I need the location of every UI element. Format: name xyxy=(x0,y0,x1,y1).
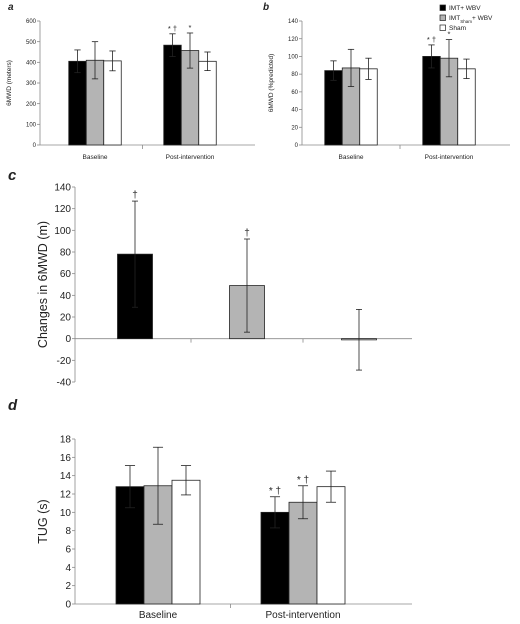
d-x-tick-label-1: Post-intervention xyxy=(265,610,340,621)
panel-a-chart: 0 100 200 300 400 500 600 6MWD (meters) Baseline… xyxy=(6,19,255,161)
b-bar-s0-c0 xyxy=(324,70,343,146)
b-significance-label-s0-c1: * † xyxy=(427,35,436,44)
d-y-axis-title: TUG (s) xyxy=(36,499,50,543)
d-y-tick-label-1: 2 xyxy=(65,581,71,592)
a-bar-s2-c1 xyxy=(198,60,217,146)
a-y-tick-label-2: 200 xyxy=(26,102,37,108)
d-bar-s2-c0 xyxy=(171,479,201,605)
legend-swatch-2 xyxy=(439,24,446,31)
b-y-tick-label-7: 140 xyxy=(288,19,299,25)
b-x-tick-label-1: Post-intervention xyxy=(425,154,474,161)
d-bar-s1-c1 xyxy=(288,501,318,605)
a-y-tick-label-6: 600 xyxy=(26,19,37,25)
c-y-tick-label-3: 20 xyxy=(60,313,72,324)
b-bar-s0-c1 xyxy=(422,56,441,146)
d-y-tick-label-2: 4 xyxy=(65,563,71,574)
b-y-tick-label-4: 80 xyxy=(291,72,298,78)
c-significance-label-0: † xyxy=(132,190,138,201)
c-y-tick-label-5: 60 xyxy=(60,269,72,280)
a-significance-label-s0-c1: * † xyxy=(168,24,177,33)
d-y-tick-label-9: 18 xyxy=(60,435,72,446)
d-x-tick-label-0: Baseline xyxy=(139,610,178,621)
d-y-tick-label-7: 14 xyxy=(60,471,72,482)
a-y-tick-label-1: 100 xyxy=(26,122,37,128)
panel-b-letter: b xyxy=(263,2,269,13)
d-y-tick-label-5: 10 xyxy=(60,508,72,519)
b-y-tick-label-5: 100 xyxy=(288,55,299,61)
b-y-tick-label-2: 40 xyxy=(291,108,298,114)
legend-label-1: IMTSham+ WBV xyxy=(449,15,493,24)
a-y-axis-title: 6MWD (meters) xyxy=(6,60,13,106)
d-y-tick-label-6: 12 xyxy=(60,490,72,501)
c-y-tick-label-1: -20 xyxy=(57,356,72,367)
a-significance-label-s1-c1: * xyxy=(189,23,192,32)
a-x-tick-label-0: Baseline xyxy=(83,154,108,161)
b-y-tick-label-6: 120 xyxy=(288,37,299,43)
b-x-tick-label-0: Baseline xyxy=(339,154,364,161)
b-bar-s2-c1 xyxy=(457,68,476,146)
b-y-tick-label-1: 20 xyxy=(291,125,298,131)
c-y-tick-label-9: 140 xyxy=(54,183,71,194)
panel-c-letter: c xyxy=(8,167,17,184)
panel-c-chart: -40 -20 0 20 40 60 80 100 120 140 Changes in 6MWD … xyxy=(36,183,412,389)
legend-label-0: IMT+ WBV xyxy=(449,5,481,12)
b-y-axis-title: 6MWD (%predicted) xyxy=(268,54,275,113)
legend-swatch-0 xyxy=(439,4,446,11)
a-bar-s0-c1 xyxy=(163,44,182,146)
legend-swatch-1 xyxy=(439,14,446,21)
b-bar-s2-c0 xyxy=(359,68,378,146)
d-significance-label-s0-c1: * † xyxy=(269,486,281,497)
b-significance-label-s1-c1: * xyxy=(448,30,451,39)
c-y-tick-label-8: 120 xyxy=(54,204,71,215)
a-bar-s2-c0 xyxy=(103,60,122,146)
d-bar-s2-c1 xyxy=(316,486,346,605)
a-y-tick-label-0: 0 xyxy=(33,143,37,149)
c-y-tick-label-2: 0 xyxy=(65,334,71,345)
c-y-tick-label-0: -40 xyxy=(57,378,72,389)
c-y-tick-label-7: 100 xyxy=(54,226,71,237)
c-significance-label-1: † xyxy=(244,228,250,239)
d-y-tick-label-4: 8 xyxy=(65,526,71,537)
c-y-tick-label-6: 80 xyxy=(60,248,72,259)
d-significance-label-s1-c1: * † xyxy=(297,475,309,486)
a-bar-s0-c0 xyxy=(68,60,87,146)
c-y-axis-title: Changes in 6MWD (m) xyxy=(36,221,50,348)
a-x-tick-label-1: Post-intervention xyxy=(166,154,215,161)
d-y-tick-label-0: 0 xyxy=(65,600,71,611)
a-y-tick-label-3: 300 xyxy=(26,81,37,87)
d-y-tick-label-3: 6 xyxy=(65,545,71,556)
c-y-tick-label-4: 40 xyxy=(60,291,72,302)
panel-b-chart: 0 20 40 60 80 100 120 140 6MWD (%predicted) Basel… xyxy=(268,19,510,161)
panel-d-letter: d xyxy=(8,397,18,414)
legend-label-2: Sham xyxy=(449,25,466,32)
panel-a-letter: a xyxy=(8,2,14,13)
a-y-tick-label-4: 400 xyxy=(26,60,37,66)
a-y-tick-label-5: 500 xyxy=(26,40,37,46)
b-y-tick-label-0: 0 xyxy=(295,143,299,149)
panel-d-chart: 0 2 4 6 8 10 12 14 16 18 TUG (s) Baseline Post-inter… xyxy=(36,435,412,621)
b-y-tick-label-3: 60 xyxy=(291,90,298,96)
d-y-tick-label-8: 16 xyxy=(60,453,72,464)
